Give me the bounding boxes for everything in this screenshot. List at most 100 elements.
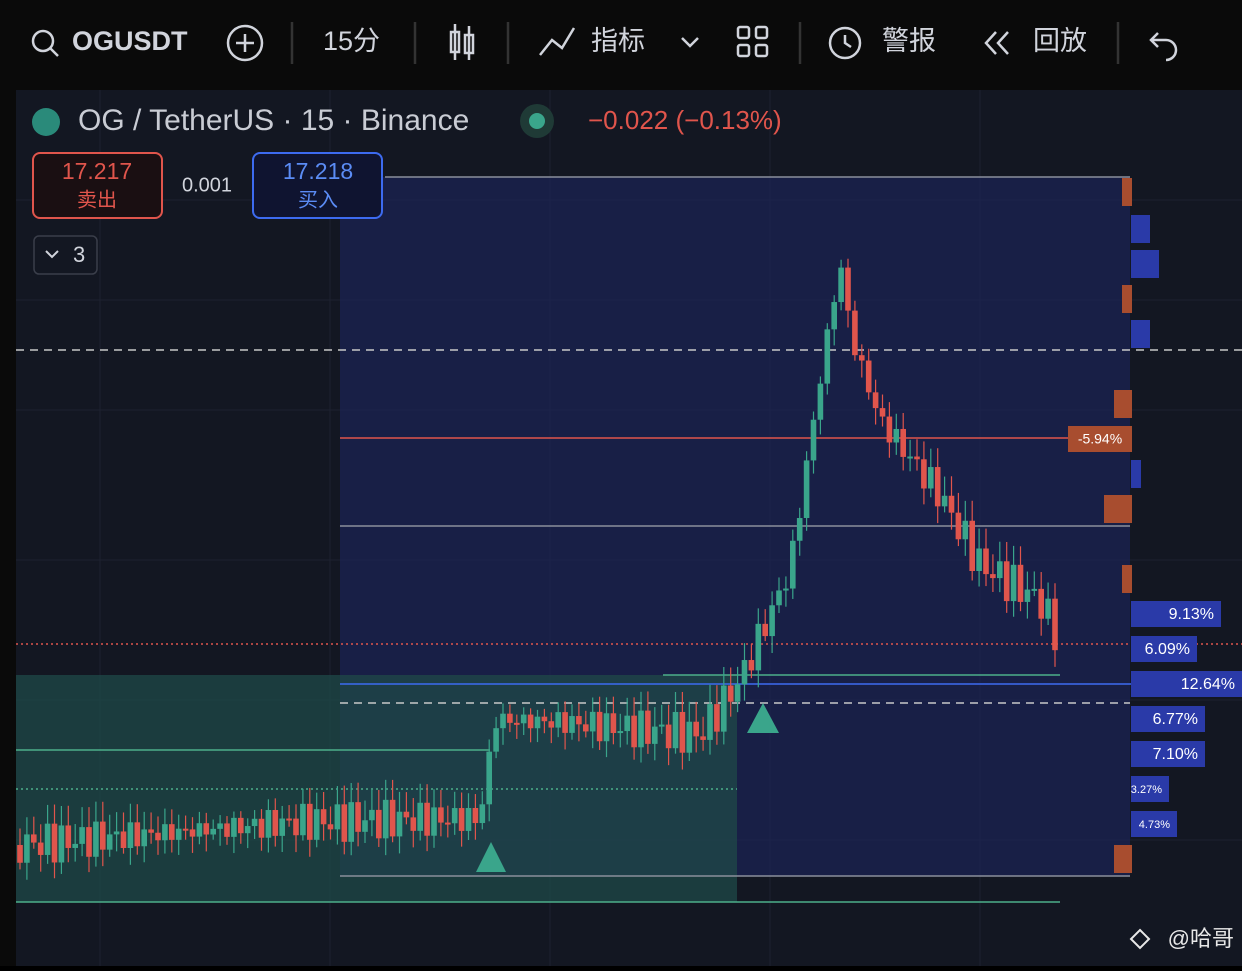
candle-body [1010,564,1017,602]
candle-body [258,818,265,838]
buy-label: 买入 [298,189,338,211]
candle-body [65,825,72,848]
candle-body [845,267,851,311]
sell-button[interactable] [32,152,163,219]
candle-body [934,467,941,507]
levels [16,176,1242,903]
candle-body [320,809,327,825]
add-icon[interactable] [226,24,264,62]
candle-body [458,808,465,831]
candle-body [203,823,210,835]
spread: 0.001 [182,174,232,196]
candle-body [355,802,361,832]
candle-body [382,799,389,839]
blue-level-text: 6.77% [1153,711,1198,728]
candle-body [265,810,272,838]
blue-level-text: 4.73% [1139,819,1170,831]
candle-body [969,520,975,572]
candle-body [244,826,251,834]
candle-body [51,823,58,863]
candle-body [86,827,92,857]
candle-body [727,685,734,702]
blue-level-label [1131,671,1242,697]
interval[interactable]: 15分 [323,26,380,56]
candle-body [534,716,541,729]
layout-icon[interactable] [736,25,751,40]
buy-button[interactable] [252,152,383,219]
candle-body [334,804,341,830]
candle-body [976,548,982,572]
candle-body [141,829,147,847]
watermark: @哈哥 [1168,926,1234,951]
blue-level-label [1131,706,1205,732]
sell-price: 17.217 [62,158,132,184]
toolbar [31,22,1178,64]
candle-body [872,392,879,409]
symbol[interactable]: OGUSDT [72,26,188,56]
candle-body [638,710,644,748]
candle-body [293,818,299,836]
undo-icon[interactable] [1152,38,1178,62]
candle-body [231,817,237,837]
candle-body [631,715,637,748]
candle-body [72,843,78,848]
candle-body [700,736,706,740]
candle-body [803,460,810,519]
alert-icon[interactable] [828,26,862,60]
candle-body [962,520,969,540]
indicator-count: 3 [73,242,85,267]
candle-body [37,842,44,855]
candle-body [93,821,99,857]
candle-body [624,715,630,732]
candle-body [1024,589,1031,602]
candle-body [479,804,486,824]
candle-body [362,820,368,832]
candle-body [155,832,161,841]
candle-body [921,459,927,489]
candle-body [31,834,37,843]
blue-level-label [1131,776,1169,802]
indicator-toggle[interactable] [33,235,98,275]
candle-body [376,809,382,839]
candle-body [562,712,568,733]
candle-body [796,518,803,541]
candle-body [900,428,906,457]
candle-body [617,731,624,734]
blue-level-text: 3.27% [1131,784,1162,796]
buy-signal [747,703,779,733]
search-icon[interactable] [31,29,55,53]
candle-body [776,590,782,606]
replay[interactable]: 回放 [1033,26,1087,56]
candle-body [1038,588,1044,619]
watermark-logo [1129,928,1151,950]
candle-body [17,845,23,863]
candle-body [762,623,768,637]
replay-icon[interactable] [984,31,997,55]
candle-body [272,810,279,836]
candle-body [790,540,796,589]
candle-body [189,829,196,837]
indicators[interactable]: 指标 [591,26,645,56]
candle-body [465,808,472,831]
candle-body [279,818,285,836]
indicator-icon[interactable] [539,27,576,56]
blue-level-label [1131,811,1177,837]
candle-body [1003,561,1010,602]
candle-body [658,724,665,727]
candle-body [596,711,603,742]
candle-body [500,713,506,729]
candle-body [838,267,844,303]
candle-body [783,588,789,591]
candle-body [224,823,230,837]
candle-body [410,817,417,831]
chart-title: OG / TetherUS · 15 · Binance [78,104,469,137]
candle-body [1017,564,1024,602]
candle-body [983,548,989,575]
candle-body [1045,598,1051,619]
candle-body [893,428,900,443]
candle-body [576,716,582,725]
alerts[interactable]: 警报 [882,26,936,56]
candle-body [1052,598,1058,651]
candle-body [693,721,699,737]
